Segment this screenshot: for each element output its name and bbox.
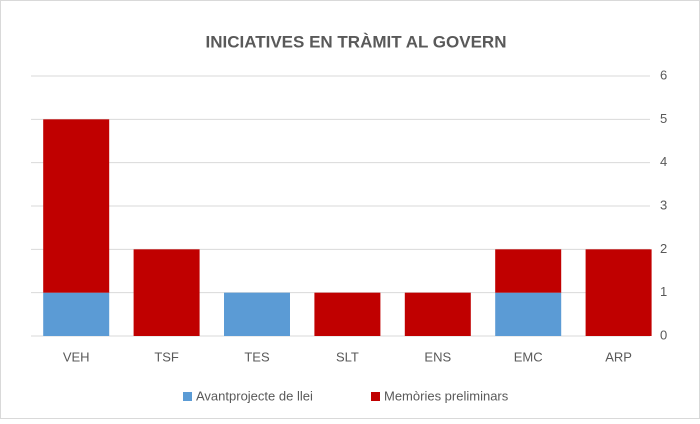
bar-segment [585, 249, 652, 336]
y-tick-label: 0 [660, 327, 667, 342]
bar-segment [404, 292, 471, 336]
x-tick-label: ARP [605, 349, 632, 364]
bar-segment [314, 292, 381, 336]
bar-segment [133, 249, 200, 336]
y-tick-label: 6 [660, 67, 667, 82]
bar-segment [495, 249, 562, 293]
x-tick-label: EMC [514, 349, 543, 364]
x-tick-label: TSF [154, 349, 179, 364]
y-tick-label: 2 [660, 241, 667, 256]
x-tick-label: SLT [336, 349, 359, 364]
legend-swatch [371, 392, 380, 401]
y-tick-label: 3 [660, 197, 667, 212]
chart-title: INICIATIVES EN TRÀMIT AL GOVERN [206, 32, 507, 51]
y-tick-label: 4 [660, 154, 667, 169]
legend-label: Memòries preliminars [384, 388, 509, 403]
bar-segment [43, 292, 110, 336]
bar-segment [224, 292, 290, 336]
legend-swatch [183, 392, 192, 401]
x-tick-label: VEH [63, 349, 90, 364]
y-tick-label: 5 [660, 111, 667, 126]
x-tick-label: TES [244, 349, 270, 364]
x-tick-label: ENS [424, 349, 451, 364]
legend-label: Avantprojecte de llei [196, 388, 313, 403]
y-tick-label: 1 [660, 284, 667, 299]
bar-segment [495, 292, 562, 336]
bar-segment [43, 119, 110, 293]
